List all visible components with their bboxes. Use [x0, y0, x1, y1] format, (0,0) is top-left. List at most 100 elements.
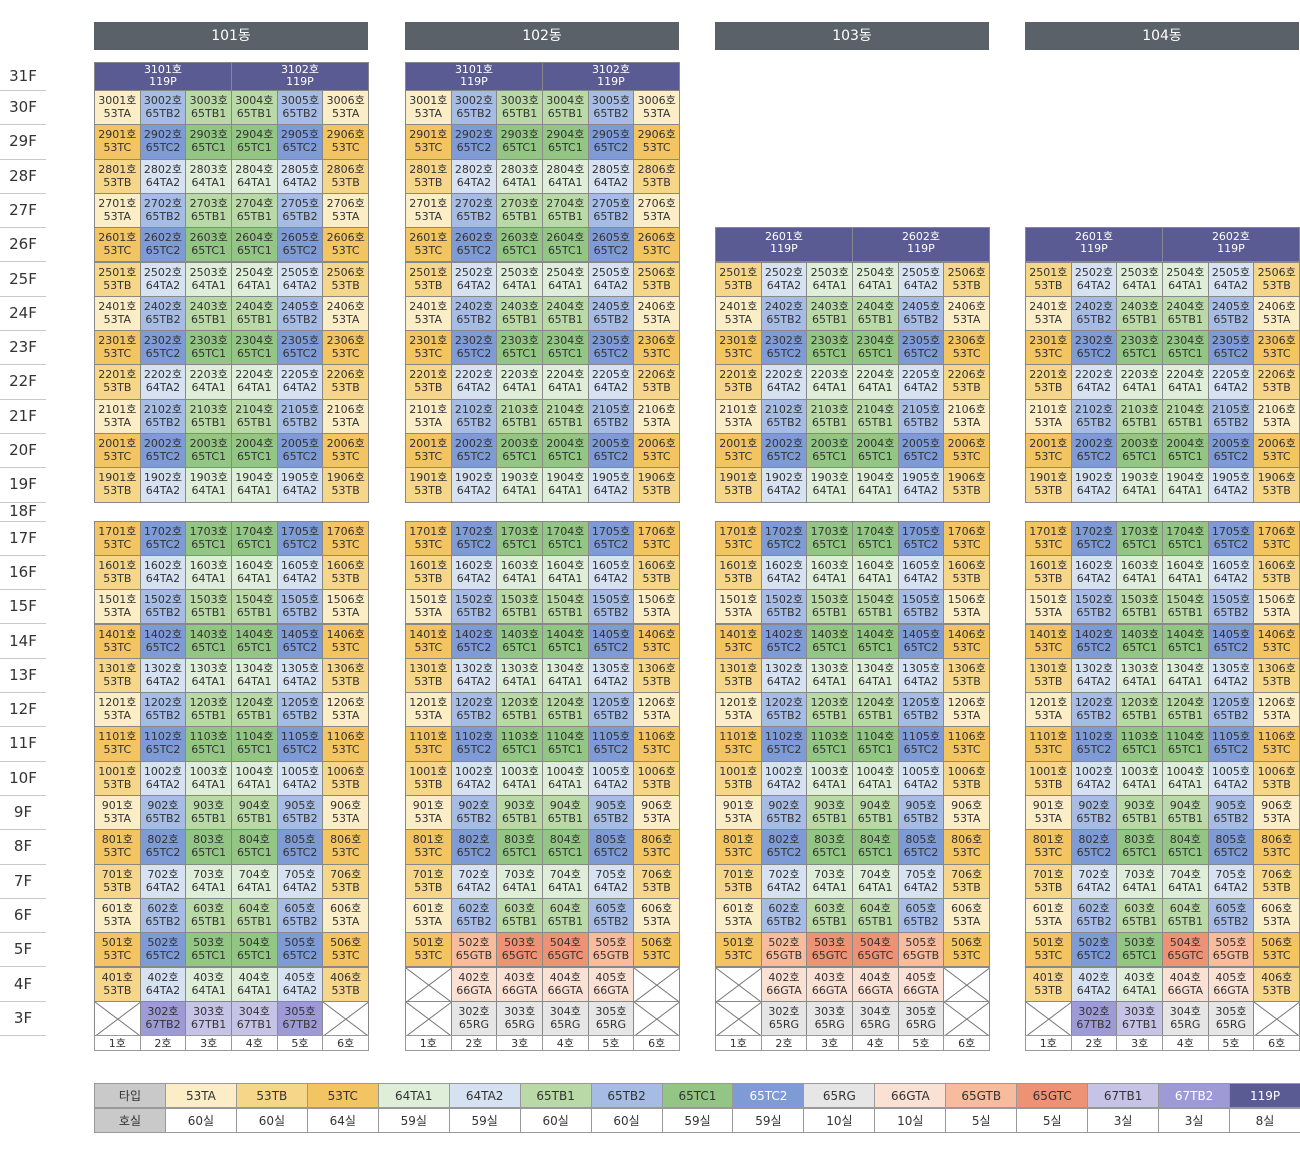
unit-cell: 2002호 65TC2 [1070, 433, 1118, 469]
unit-cell: 2102호 65TB2 [760, 398, 808, 434]
unit-cell: 601호 53TA [715, 897, 762, 934]
unit-cell: 1104호 65TC1 [542, 726, 589, 762]
unit-cell: 804호 65TC1 [231, 829, 278, 865]
unit-cell: 2302호 65TC2 [760, 330, 808, 366]
legend-cell: 3실 [1158, 1108, 1231, 1133]
unit-cell: 1505호 65TB2 [276, 589, 324, 625]
unit-cell: 606호 53TA [322, 897, 369, 934]
unit-cell: 2501호 53TB [94, 261, 141, 297]
unit-cell: 1705호 65TC2 [1207, 520, 1255, 556]
unit-cell: 1702호 65TC2 [139, 520, 187, 556]
unit-cell: 1102호 65TC2 [1070, 726, 1118, 762]
unit-cell: 805호 65TC2 [1207, 829, 1255, 865]
unit-cell: 503호 65GTC [806, 932, 853, 968]
unit-cell: 1905호 64TA2 [897, 467, 945, 503]
unit-cell: 604호 65TB1 [852, 897, 899, 934]
unit-cell: 3004호 65TB1 [542, 90, 589, 126]
unit-cell: 1104호 65TC1 [852, 726, 899, 762]
unit-cell: 2702호 65TB2 [450, 192, 498, 229]
unit-cell: 2502호 64TA2 [760, 261, 808, 297]
unit-cell: 1406호 53TC [633, 623, 680, 659]
unit-cell: 303호 67TB1 [1116, 1000, 1163, 1037]
unit-cell: 2304호 65TC1 [852, 330, 899, 366]
unit-cell: 2105호 65TB2 [1207, 398, 1255, 434]
line-number-label: 6호 [633, 1035, 680, 1052]
unit-cell: 2506호 53TB [943, 261, 990, 297]
line-number-label: 1호 [715, 1035, 762, 1052]
unit-cell: 1304호 64TA1 [852, 657, 899, 694]
unit-cell: 902호 65TB2 [760, 795, 808, 831]
unit-cell: 1606호 53TB [322, 554, 369, 591]
unit-cell: 1202호 65TB2 [760, 692, 808, 728]
empty-unit-cell [633, 966, 680, 1002]
unit-cell: 2104호 65TB1 [1162, 398, 1209, 434]
unit-cell: 2602호 65TC2 [450, 227, 498, 263]
floor-label: 11F [0, 726, 46, 762]
unit-cell: 906호 53TA [322, 795, 369, 831]
unit-cell: 1704호 65TC1 [1162, 520, 1209, 556]
unit-cell: 2401호 53TA [94, 295, 141, 332]
legend-cell: 65GTB [945, 1083, 1018, 1108]
unit-cell: 1602호 64TA2 [139, 554, 187, 591]
unit-cell: 801호 53TC [94, 829, 141, 865]
unit-cell: 2501호 53TB [405, 261, 452, 297]
unit-cell: 304호 67TB1 [231, 1000, 278, 1037]
unit-cell: 1306호 53TB [633, 657, 680, 694]
unit-cell: 1705호 65TC2 [897, 520, 945, 556]
unit-cell: 2203호 64TA1 [496, 364, 543, 400]
unit-cell: 2301호 53TC [715, 330, 762, 366]
unit-cell: 304호 65RG [542, 1000, 589, 1037]
unit-cell: 402호 66GTA [760, 966, 808, 1002]
unit-cell: 1305호 64TA2 [587, 657, 635, 694]
legend-cell: 65TC2 [732, 1083, 805, 1108]
unit-cell: 2201호 53TB [715, 364, 762, 400]
unit-cell: 1604호 64TA1 [231, 554, 278, 591]
legend-cell: 65GTC [1016, 1083, 1089, 1108]
unit-cell: 505호 65GTB [897, 932, 945, 968]
legend-cell: 67TB1 [1087, 1083, 1160, 1108]
unit-cell: 1305호 64TA2 [1207, 657, 1255, 694]
unit-cell: 1403호 65TC1 [496, 623, 543, 659]
unit-cell: 1702호 65TC2 [450, 520, 498, 556]
floor-label: 3F [0, 1001, 46, 1037]
unit-cell: 404호 64TA1 [231, 966, 278, 1002]
floor-label: 20F [0, 433, 46, 469]
unit-cell: 2502호 64TA2 [450, 261, 498, 297]
unit-cell: 805호 65TC2 [587, 829, 635, 865]
unit-cell: 403호 66GTA [496, 966, 543, 1002]
unit-cell: 2705호 65TB2 [587, 192, 635, 229]
unit-cell: 2201호 53TB [405, 364, 452, 400]
empty-unit-cell [405, 1000, 452, 1037]
unit-cell: 1902호 64TA2 [760, 467, 808, 503]
unit-cell: 2005호 65TC2 [1207, 433, 1255, 469]
unit-cell: 2203호 64TA1 [1116, 364, 1163, 400]
unit-cell: 305호 67TB2 [276, 1000, 324, 1037]
unit-cell: 402호 64TA2 [1070, 966, 1118, 1002]
unit-cell: 2501호 53TB [715, 261, 762, 297]
legend-cell: 59실 [732, 1108, 805, 1133]
unit-cell: 2604호 65TC1 [542, 227, 589, 263]
unit-cell: 2401호 53TA [715, 295, 762, 332]
unit-cell: 2503호 64TA1 [806, 261, 853, 297]
unit-cell: 2301호 53TC [405, 330, 452, 366]
unit-cell: 1201호 53TA [405, 692, 452, 728]
legend-cell: 65TC1 [661, 1083, 734, 1108]
unit-cell: 2403호 65TB1 [185, 295, 232, 332]
unit-cell: 1406호 53TC [322, 623, 369, 659]
unit-cell: 1602호 64TA2 [760, 554, 808, 591]
unit-cell: 506호 53TC [1253, 932, 1300, 968]
legend-cell: 3실 [1087, 1108, 1160, 1133]
unit-cell: 2402호 65TB2 [760, 295, 808, 332]
unit-cell: 1506호 53TA [943, 589, 990, 625]
unit-cell: 1506호 53TA [322, 589, 369, 625]
unit-cell: 1105호 65TC2 [1207, 726, 1255, 762]
unit-cell: 2404호 65TB1 [1162, 295, 1209, 332]
unit-cell: 602호 65TB2 [450, 897, 498, 934]
unit-cell: 1603호 64TA1 [496, 554, 543, 591]
line-number-label: 1호 [1025, 1035, 1072, 1052]
unit-cell: 1601호 53TB [405, 554, 452, 591]
unit-cell: 2504호 64TA1 [542, 261, 589, 297]
unit-cell: 605호 65TB2 [276, 897, 324, 934]
unit-cell: 2802호 64TA2 [139, 158, 187, 194]
unit-cell: 603호 65TB1 [1116, 897, 1163, 934]
